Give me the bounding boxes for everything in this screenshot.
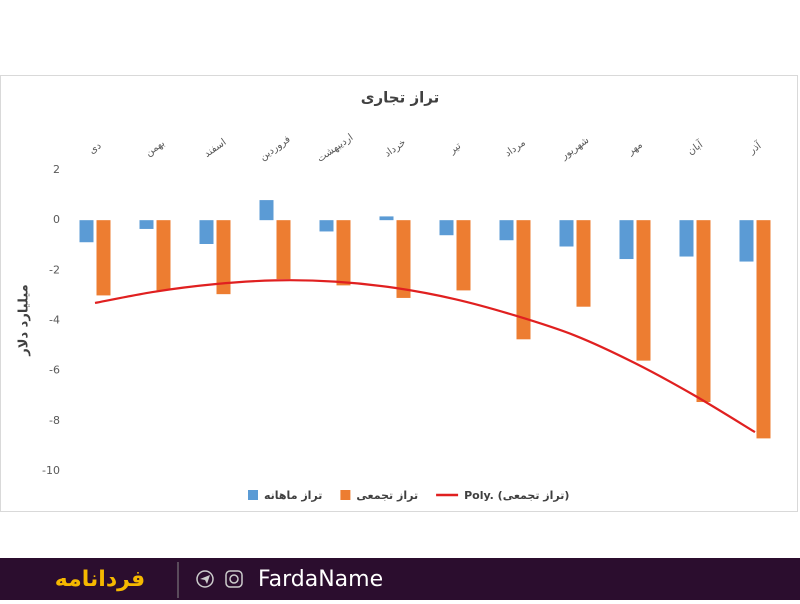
legend-label: تراز ماهانه xyxy=(264,489,322,502)
legend-label: تراز تجمعی xyxy=(356,489,418,502)
bar xyxy=(439,220,454,236)
y-tick-label: 2 xyxy=(53,163,60,176)
bar xyxy=(619,220,634,260)
bar xyxy=(379,216,394,221)
legend-swatch xyxy=(340,490,351,500)
bar xyxy=(756,220,771,439)
chart-title: تراز تجاری xyxy=(361,89,439,107)
legend-swatch xyxy=(248,490,258,500)
bar xyxy=(636,220,651,361)
y-axis-title: میلیارد دلار xyxy=(17,284,32,356)
telegram-icon[interactable] xyxy=(196,570,214,588)
y-tick-label: -2 xyxy=(49,263,60,276)
bar xyxy=(396,220,411,298)
bar xyxy=(276,220,291,280)
footer-logo: فردانامه xyxy=(55,567,145,592)
bar xyxy=(156,220,171,291)
bar xyxy=(319,220,334,232)
bar xyxy=(499,220,514,241)
instagram-glyph xyxy=(229,574,239,584)
y-tick-label: -6 xyxy=(49,364,60,377)
legend-label: Poly. (تراز تجمعی) xyxy=(464,489,569,502)
bar xyxy=(336,220,351,286)
bar xyxy=(739,220,754,262)
bar xyxy=(259,200,274,221)
bar xyxy=(456,220,471,291)
y-tick-label: 0 xyxy=(53,213,60,226)
bar xyxy=(216,220,231,295)
y-tick-label: -10 xyxy=(42,464,60,477)
trend-line xyxy=(94,279,756,434)
telegram-glyph xyxy=(200,575,210,584)
y-tick-label: -4 xyxy=(49,314,60,327)
bar xyxy=(79,220,94,243)
bar xyxy=(516,220,531,340)
footer-brand: FardaName xyxy=(258,567,383,592)
bar xyxy=(679,220,694,257)
y-tick-label: -8 xyxy=(49,414,60,427)
bar xyxy=(139,220,154,229)
instagram-icon[interactable] xyxy=(225,570,243,588)
bar xyxy=(96,220,111,296)
bar xyxy=(559,220,574,247)
bar xyxy=(696,220,711,403)
bar xyxy=(576,220,591,307)
footer-bar xyxy=(0,558,800,600)
bar xyxy=(199,220,214,244)
